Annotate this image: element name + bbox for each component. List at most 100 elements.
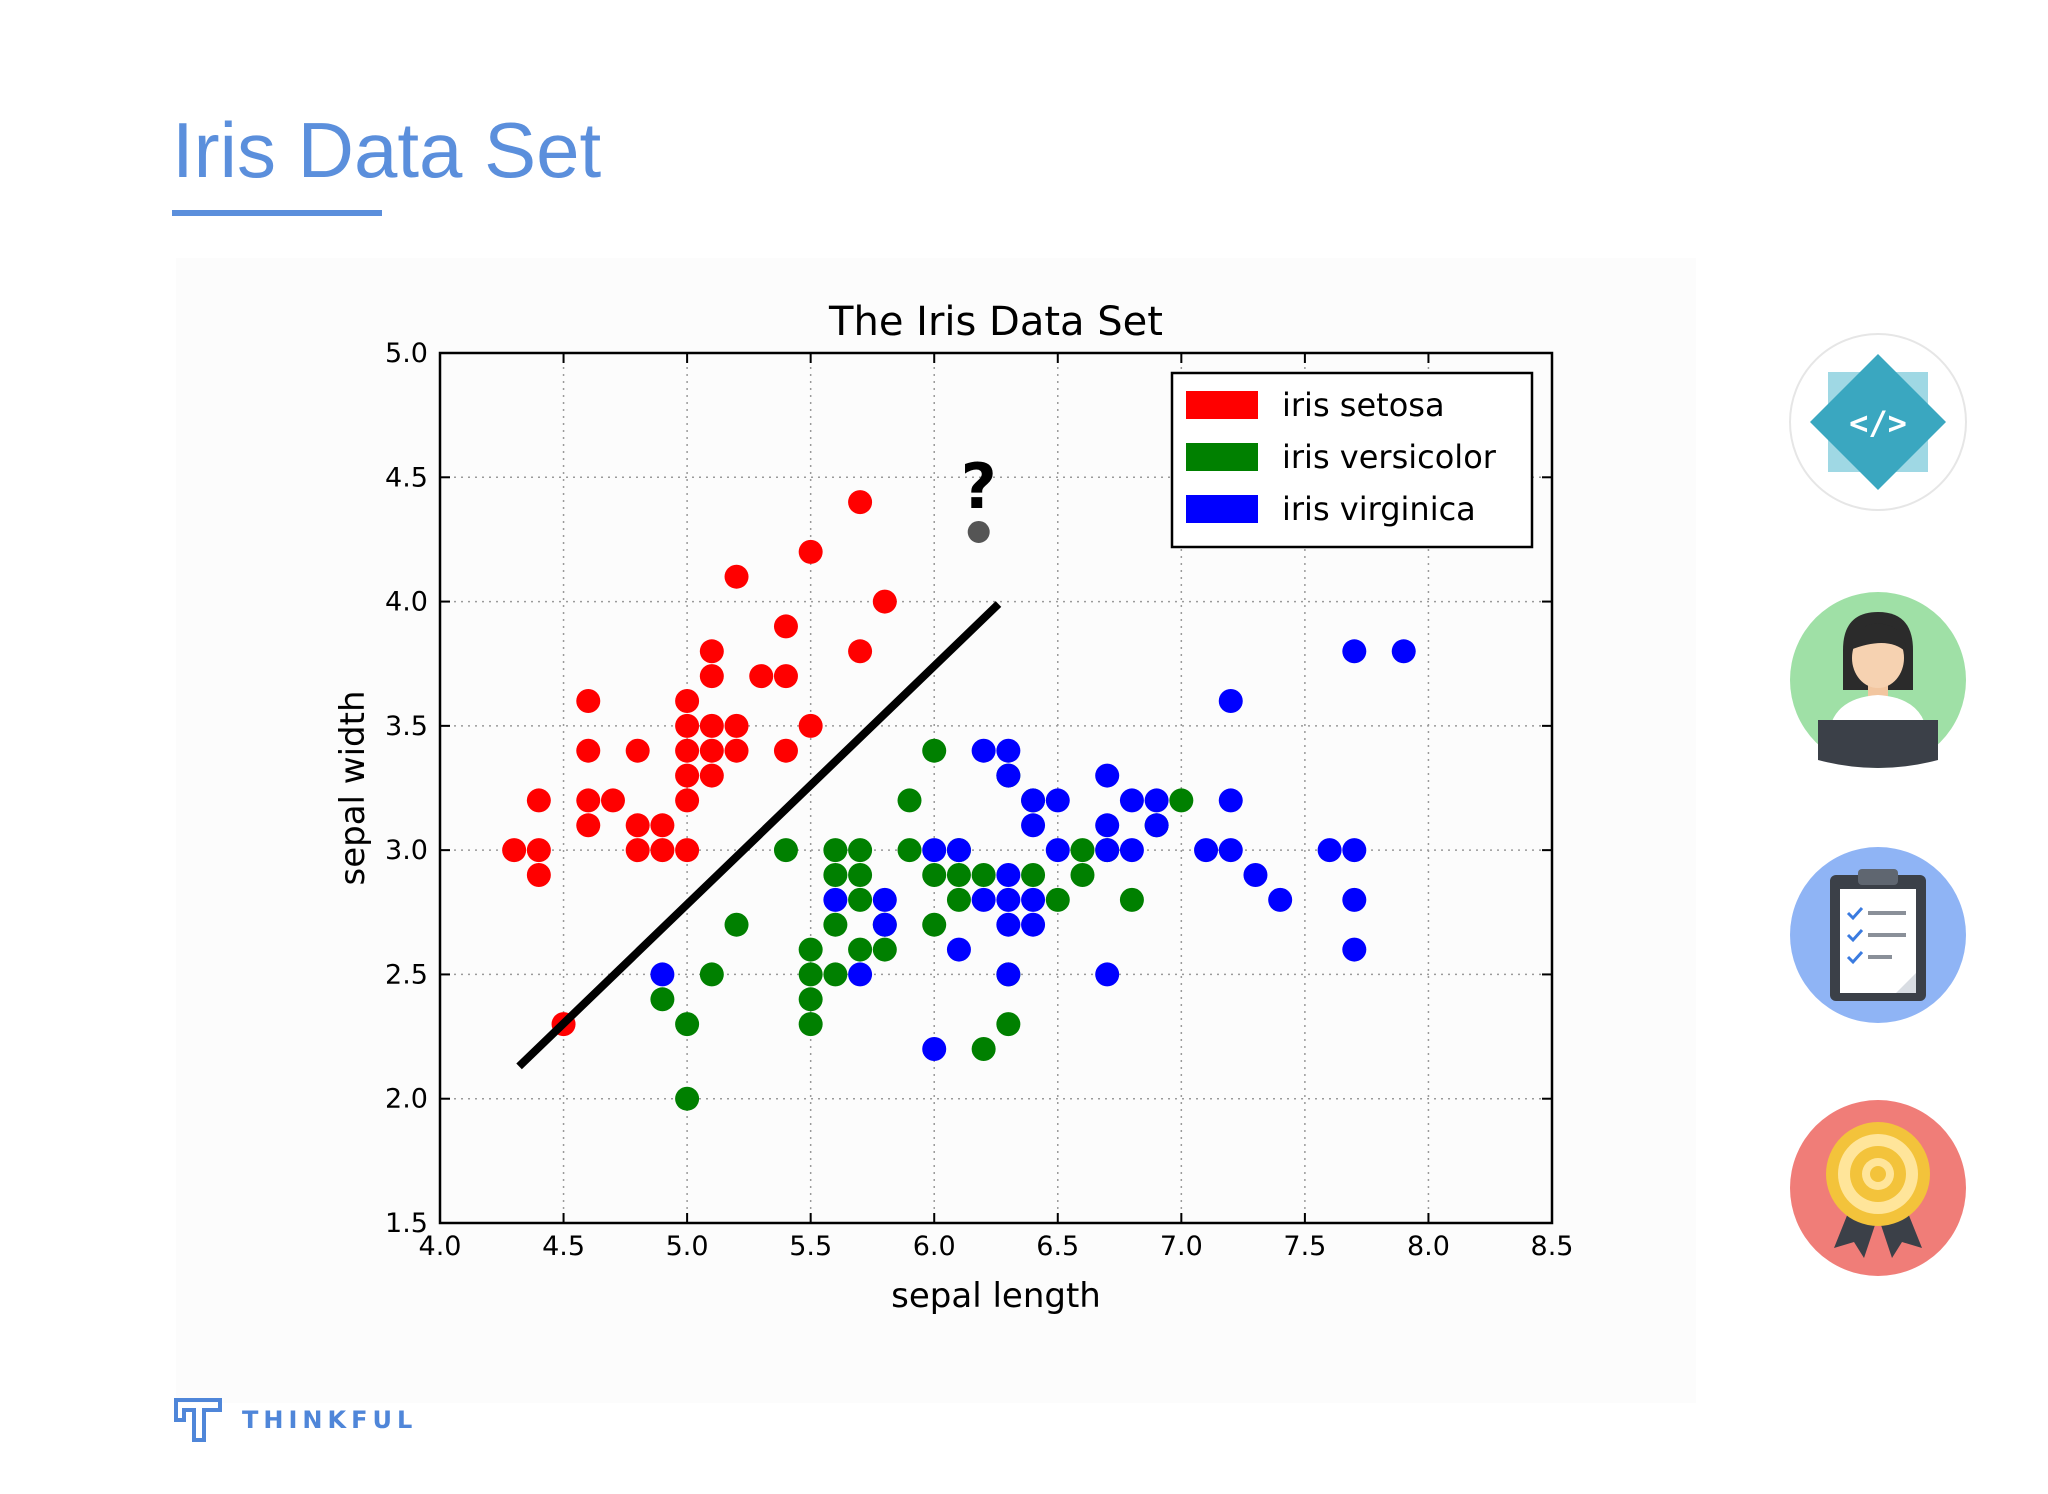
data-point: [798, 1012, 823, 1037]
chart-title: The Iris Data Set: [828, 299, 1163, 345]
y-tick-label: 1.5: [385, 1208, 428, 1239]
data-point: [1070, 863, 1095, 887]
series-iris-virginica: [650, 639, 1416, 1061]
data-point: [922, 1037, 947, 1061]
x-tick-label: 8.0: [1407, 1231, 1450, 1262]
data-point: [848, 962, 873, 987]
y-tick-label: 3.5: [385, 711, 428, 742]
data-point: [848, 863, 873, 887]
data-point: [625, 738, 650, 763]
data-point: [922, 838, 947, 863]
data-point: [946, 887, 971, 912]
data-point: [798, 713, 823, 738]
title-underline: [172, 210, 382, 216]
data-point: [1169, 788, 1194, 813]
data-point: [971, 1037, 996, 1061]
award-badge-icon: [1790, 1100, 1966, 1276]
brand-logo: THINKFUL: [172, 1390, 417, 1450]
data-point: [971, 863, 996, 887]
data-point: [996, 962, 1021, 987]
data-point: [1317, 838, 1342, 863]
data-point: [922, 738, 947, 763]
data-points: [502, 490, 1416, 1111]
data-point: [699, 639, 724, 664]
data-point: [650, 987, 675, 1012]
data-point: [675, 763, 700, 788]
y-tick-label: 4.5: [385, 462, 428, 493]
data-point: [1021, 788, 1046, 813]
thinkful-logo-icon: [174, 1398, 222, 1442]
student-laptop-icon: [1790, 592, 1966, 768]
data-point: [1095, 962, 1120, 987]
data-point: [650, 962, 675, 987]
data-point: [897, 788, 922, 813]
x-tick-label: 4.0: [419, 1231, 462, 1262]
data-point: [1095, 813, 1120, 838]
plot-frame: [438, 351, 1554, 1225]
axis-ticks: 4.0 4.5 5.0 5.5 6.0 6.5 7.0 7.5 8.0 8.5 1.5 2.0 2.5 3…: [385, 338, 1573, 1262]
legend-label: iris versicolor: [1282, 438, 1497, 476]
data-point: [1119, 788, 1144, 813]
data-point: [1218, 689, 1243, 713]
data-point: [848, 639, 873, 664]
chart-legend: iris setosa iris versicolor iris virginica: [1170, 371, 1534, 549]
data-point: [1070, 838, 1095, 863]
data-point: [675, 689, 700, 713]
data-point: [773, 614, 798, 639]
data-point: [526, 863, 551, 887]
data-point: [724, 564, 749, 589]
data-point: [798, 962, 823, 987]
x-tick-label: 5.0: [666, 1231, 709, 1262]
data-point: [1045, 887, 1070, 912]
unknown-sample: ?: [961, 450, 997, 543]
data-point: [1342, 838, 1367, 863]
data-point: [1021, 887, 1046, 912]
legend-label: iris virginica: [1282, 490, 1476, 528]
y-axis-label: sepal width: [333, 690, 373, 885]
data-point: [1021, 912, 1046, 937]
data-point: [1342, 639, 1367, 664]
data-point: [1144, 813, 1169, 838]
data-point: [823, 863, 848, 887]
data-point: [1243, 863, 1268, 887]
data-point: [1021, 813, 1046, 838]
x-tick-label: 5.5: [789, 1231, 832, 1262]
data-point: [872, 912, 897, 937]
data-point: [724, 912, 749, 937]
data-point: [1268, 887, 1293, 912]
legend-swatch: [1186, 495, 1258, 523]
scatter-chart: 4.0 4.5 5.0 5.5 6.0 6.5 7.0 7.5 8.0 8.5 1.5 2.0 2.5 3…: [333, 299, 1573, 1316]
data-point: [1144, 788, 1169, 813]
data-point: [576, 813, 601, 838]
data-point: [897, 838, 922, 863]
data-point: [996, 887, 1021, 912]
data-point: [798, 937, 823, 962]
legend-swatch: [1186, 391, 1258, 419]
data-point: [699, 738, 724, 763]
data-point: [1095, 838, 1120, 863]
data-point: [1391, 639, 1416, 664]
data-point: [675, 788, 700, 813]
data-point: [823, 912, 848, 937]
data-point: [675, 738, 700, 763]
data-point: [773, 664, 798, 689]
unknown-point: [967, 520, 990, 543]
data-point: [773, 838, 798, 863]
data-point: [1342, 887, 1367, 912]
data-point: [872, 589, 897, 614]
data-point: [922, 863, 947, 887]
brand-name: THINKFUL: [242, 1406, 418, 1434]
data-point: [1218, 838, 1243, 863]
data-point: [823, 838, 848, 863]
data-point: [650, 838, 675, 863]
data-point: [1342, 937, 1367, 962]
data-point: [996, 863, 1021, 887]
data-point: [699, 713, 724, 738]
slide-title: Iris Data Set: [172, 106, 602, 194]
data-point: [675, 713, 700, 738]
data-point: [600, 788, 625, 813]
data-point: [996, 738, 1021, 763]
data-point: [773, 738, 798, 763]
data-point: [798, 539, 823, 564]
data-point: [625, 838, 650, 863]
